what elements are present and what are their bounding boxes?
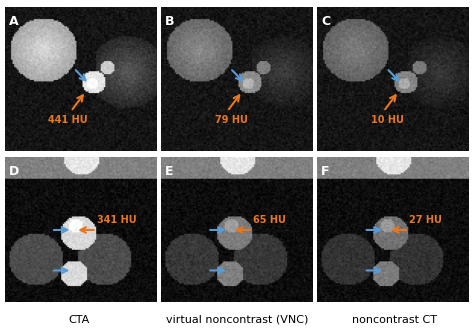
Text: A: A — [9, 15, 18, 28]
Text: C: C — [321, 15, 330, 28]
Text: E: E — [165, 165, 173, 178]
Text: 79 HU: 79 HU — [215, 115, 248, 125]
Text: 27 HU: 27 HU — [409, 215, 442, 225]
Text: CTA: CTA — [68, 315, 90, 325]
Text: 10 HU: 10 HU — [371, 115, 404, 125]
Text: noncontrast CT: noncontrast CT — [353, 315, 438, 325]
Text: 65 HU: 65 HU — [253, 215, 286, 225]
Text: D: D — [9, 165, 19, 178]
Text: virtual noncontrast (VNC): virtual noncontrast (VNC) — [166, 315, 308, 325]
Text: F: F — [321, 165, 330, 178]
Text: 341 HU: 341 HU — [97, 215, 136, 225]
Text: 441 HU: 441 HU — [48, 115, 88, 125]
Text: B: B — [165, 15, 174, 28]
